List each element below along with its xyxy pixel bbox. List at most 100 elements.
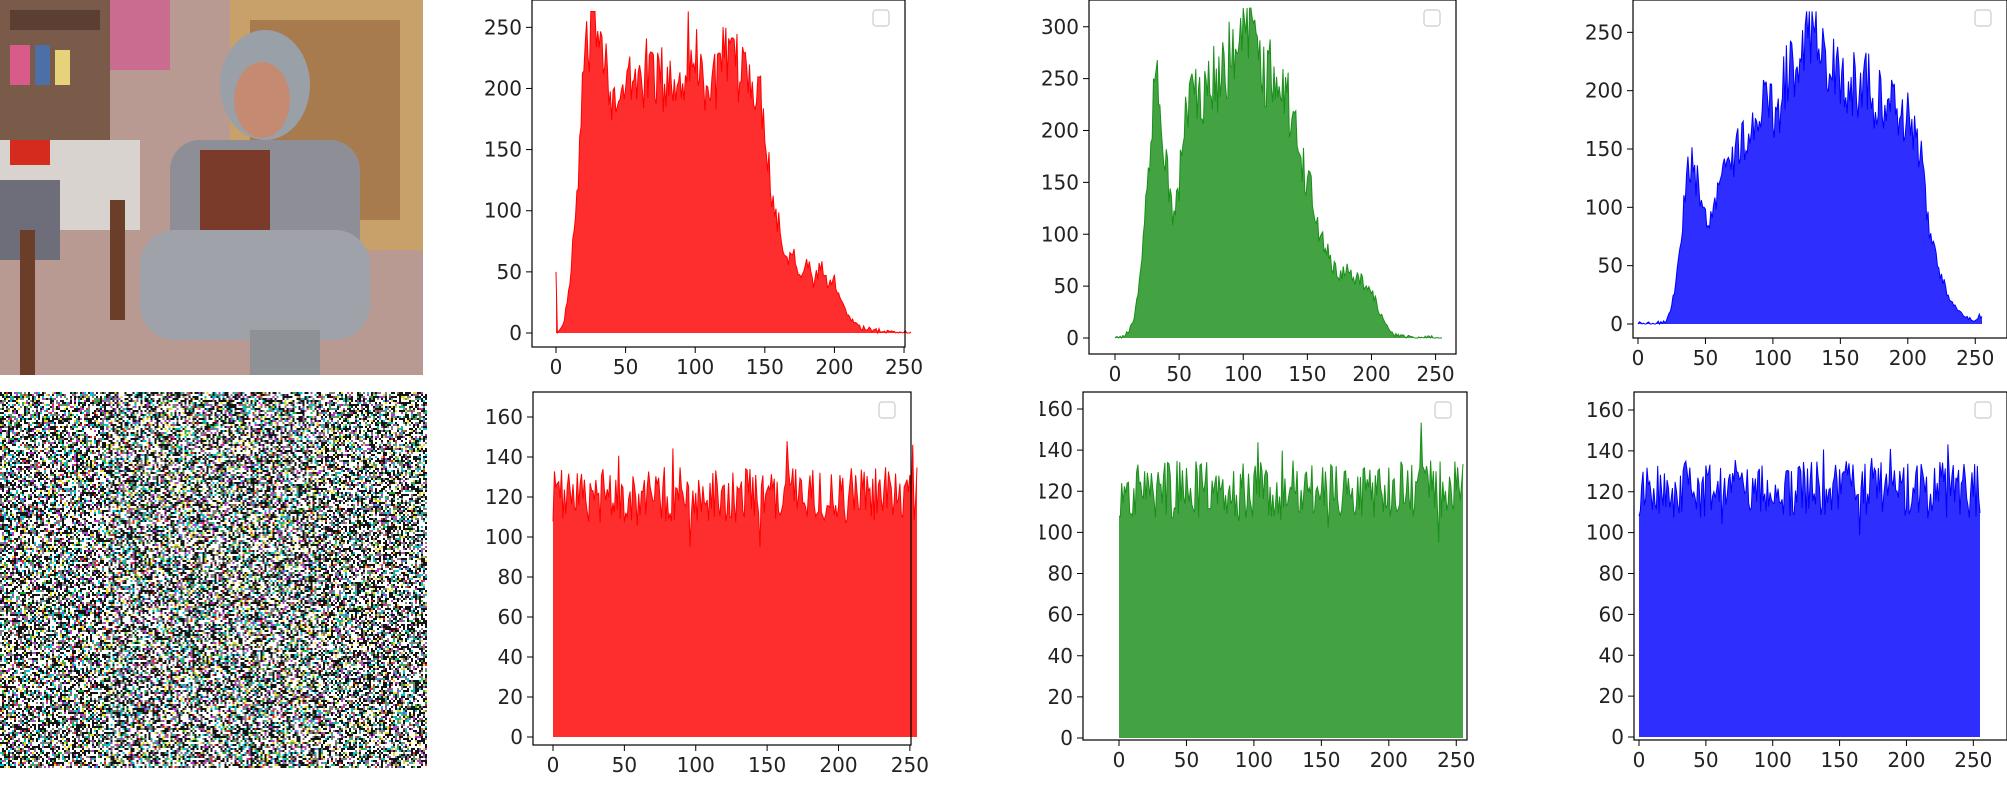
x-tick-label: 150 [1820, 748, 1858, 772]
y-tick-label: 150 [1041, 170, 1079, 194]
histogram-area [1639, 444, 1980, 737]
x-tick-label: 0 [1632, 346, 1645, 370]
x-tick-label: 50 [612, 753, 637, 777]
x-tick-label: 200 [815, 355, 853, 379]
y-tick-label: 140 [1040, 438, 1073, 462]
x-tick-label: 250 [1416, 362, 1454, 386]
x-tick-label: 50 [1693, 748, 1718, 772]
y-tick-label: 0 [1610, 312, 1623, 336]
histogram-line [1114, 7, 1442, 339]
x-tick-label: 250 [1956, 346, 1994, 370]
y-tick-label: 40 [1048, 644, 1073, 668]
y-tick-label: 0 [1611, 725, 1624, 749]
y-tick-label: 250 [1041, 67, 1079, 91]
x-tick-label: 50 [1174, 748, 1199, 772]
histogram-area [1115, 8, 1442, 338]
noise-image-icon [0, 392, 427, 768]
y-tick-label: 150 [484, 138, 522, 162]
y-tick-label: 80 [1599, 562, 1624, 586]
y-tick-label: 50 [1598, 254, 1623, 278]
original-photo [0, 0, 423, 375]
plot-frame [531, 0, 906, 348]
plot-frame [1082, 391, 1468, 741]
legend-box [1423, 9, 1441, 27]
x-tick-label: 0 [547, 753, 560, 777]
encrypted-red-histogram: 0 50 100 150 200 250 0 20 40 60 80 100 120 140 160 [485, 391, 929, 777]
y-tick-label: 300 [1041, 15, 1079, 39]
x-tick-label: 100 [1235, 748, 1273, 772]
x-tick-label: 200 [819, 753, 857, 777]
histogram-line [552, 441, 918, 548]
encrypted-blue-histogram: 0 50 100 150 200 250 0 20 40 60 80 100 120 140 160 [1586, 391, 2007, 772]
x-tick-label: 250 [1437, 748, 1475, 772]
x-tick-label: 100 [677, 753, 715, 777]
y-tick-label: 140 [485, 445, 523, 469]
y-tick-label: 200 [484, 76, 522, 100]
y-tick-label: 0 [1060, 726, 1073, 750]
x-tick-label: 200 [1889, 346, 1927, 370]
histogram-line [555, 10, 912, 335]
y-tick-label: 100 [1040, 520, 1073, 544]
plot-frame [1633, 391, 2007, 741]
y-tick-label: 140 [1586, 439, 1624, 463]
x-tick-label: 0 [1109, 362, 1122, 386]
y-tick-label: 100 [1585, 195, 1623, 219]
original-green-histogram: 0 50 100 150 200 250 0 50 100 150 200 250 300 [1041, 0, 1457, 386]
encrypted-green-histogram: 0 50 100 150 200 250 0 20 40 60 80 100 120 140 160 [1040, 391, 1475, 772]
y-tick-label: 150 [1585, 137, 1623, 161]
x-tick-label: 150 [1288, 362, 1326, 386]
woman-portrait-photo-icon [0, 0, 423, 375]
x-tick-label: 200 [1887, 748, 1925, 772]
legend-box [1974, 9, 1992, 27]
x-tick-label: 50 [1166, 362, 1191, 386]
y-tick-label: 0 [509, 321, 522, 345]
x-tick-label: 200 [1352, 362, 1390, 386]
y-tick-label: 100 [484, 199, 522, 223]
x-tick-label: 50 [613, 355, 638, 379]
y-tick-label: 120 [485, 485, 523, 509]
x-tick-label: 100 [1754, 346, 1792, 370]
x-tick-label: 250 [885, 355, 923, 379]
y-tick-label: 160 [485, 405, 523, 429]
plot-frame [532, 391, 912, 746]
y-tick-label: 120 [1586, 480, 1624, 504]
x-tick-label: 250 [891, 753, 929, 777]
plot-frame [1632, 0, 2007, 339]
y-tick-label: 100 [1586, 521, 1624, 545]
x-tick-label: 250 [1954, 748, 1992, 772]
y-tick-label: 100 [485, 525, 523, 549]
y-tick-label: 120 [1040, 479, 1073, 503]
histogram-area [556, 11, 911, 334]
y-tick-label: 40 [498, 645, 523, 669]
x-tick-label: 0 [1633, 748, 1646, 772]
y-tick-label: 40 [1599, 643, 1624, 667]
x-tick-label: 100 [1754, 748, 1792, 772]
histogram-line [1637, 11, 1983, 326]
x-tick-label: 150 [1821, 346, 1859, 370]
y-tick-label: 200 [1585, 79, 1623, 103]
histogram-line [1118, 422, 1464, 543]
y-tick-label: 160 [1586, 398, 1624, 422]
x-tick-label: 0 [550, 355, 563, 379]
y-tick-label: 250 [484, 15, 522, 39]
x-tick-label: 100 [676, 355, 714, 379]
y-tick-label: 60 [1599, 602, 1624, 626]
original-red-histogram: 0 50 100 150 200 250 0 50 100 150 200 250 [484, 0, 923, 379]
legend-box [1974, 401, 1992, 419]
y-tick-label: 0 [510, 725, 523, 749]
y-tick-label: 160 [1040, 397, 1073, 421]
y-tick-label: 20 [1048, 685, 1073, 709]
x-tick-label: 150 [746, 355, 784, 379]
y-tick-label: 0 [1066, 326, 1079, 350]
x-tick-label: 50 [1693, 346, 1718, 370]
y-tick-label: 80 [498, 565, 523, 589]
x-tick-label: 150 [748, 753, 786, 777]
y-tick-label: 200 [1041, 119, 1079, 143]
plot-frame [1088, 0, 1457, 355]
x-tick-label: 200 [1370, 748, 1408, 772]
legend-box [872, 9, 890, 27]
y-tick-label: 50 [1054, 274, 1079, 298]
histogram-area [1119, 422, 1463, 738]
legend-box [878, 401, 896, 419]
x-tick-label: 100 [1224, 362, 1262, 386]
